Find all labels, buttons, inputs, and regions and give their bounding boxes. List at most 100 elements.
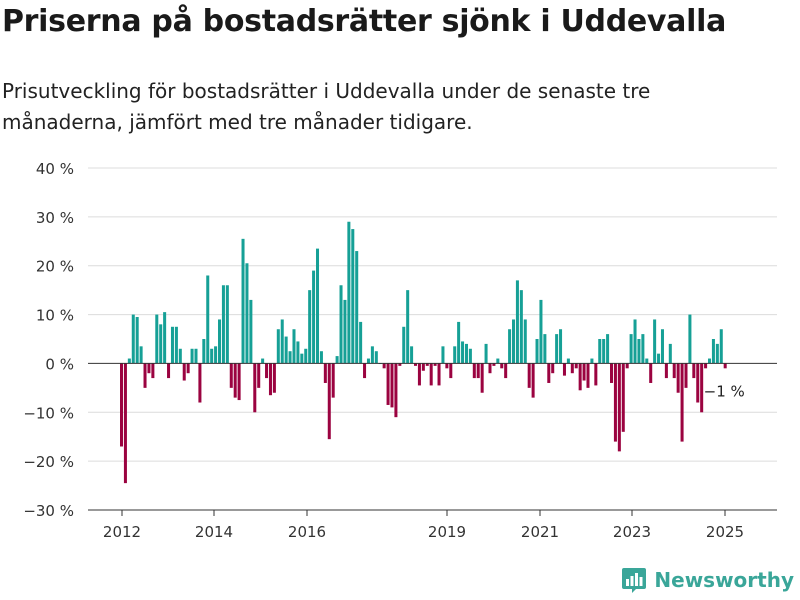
brand-name: Newsworthy (654, 568, 794, 592)
bar (688, 314, 692, 364)
x-tick-label: 2016 (288, 523, 326, 541)
bar (123, 363, 127, 484)
y-tick-label: 10 % (36, 307, 74, 325)
bar (645, 358, 649, 364)
bar (613, 363, 617, 442)
bar (120, 363, 124, 447)
bar (296, 341, 300, 364)
y-tick-label: −10 % (23, 404, 74, 422)
bar (649, 363, 653, 383)
bar (374, 351, 378, 364)
bar (637, 339, 641, 364)
bar (633, 319, 637, 364)
bar (598, 339, 602, 364)
bar (441, 346, 445, 364)
bar (719, 329, 723, 364)
bar (504, 363, 508, 379)
last-value-label: −1 % (704, 382, 745, 400)
bar (472, 363, 476, 379)
bar (276, 329, 280, 364)
bar (163, 312, 167, 364)
bar (582, 363, 586, 381)
bar (406, 290, 410, 364)
bar (182, 363, 186, 381)
bar (657, 353, 661, 364)
x-tick-label: 2019 (428, 523, 466, 541)
bar (664, 363, 668, 379)
bar (559, 329, 563, 364)
bar (272, 363, 276, 393)
bar (480, 363, 484, 393)
bar (386, 363, 390, 405)
bar (304, 348, 308, 364)
bar (331, 363, 335, 398)
y-tick-label: 30 % (36, 209, 74, 227)
bar (151, 363, 155, 379)
bar (265, 363, 269, 379)
bar (410, 346, 414, 364)
bar (308, 290, 312, 364)
bar (245, 263, 249, 364)
bar (700, 363, 704, 413)
bar (488, 363, 492, 374)
bar (167, 363, 171, 379)
bar (711, 339, 715, 364)
x-tick-label: 2012 (103, 523, 141, 541)
bar (547, 363, 551, 383)
bar (570, 363, 574, 374)
bar (464, 343, 468, 364)
bar (370, 346, 374, 364)
bar (562, 363, 566, 376)
bar (131, 314, 135, 364)
bar (433, 363, 437, 366)
bar (316, 248, 320, 364)
bar (468, 348, 472, 364)
bar (190, 348, 194, 364)
brand: Newsworthy (621, 565, 794, 595)
bar (343, 299, 347, 364)
bar (221, 285, 225, 364)
bar (127, 358, 131, 364)
bar (198, 363, 202, 403)
bar (500, 363, 504, 369)
bar (229, 363, 233, 388)
bar (578, 363, 582, 391)
bar (602, 339, 606, 364)
bar (539, 299, 543, 364)
bar (421, 363, 425, 371)
bar (610, 363, 614, 383)
bar (139, 346, 143, 364)
bar (676, 363, 680, 393)
y-tick-label: 40 % (36, 160, 74, 178)
bar (261, 358, 265, 364)
bar (508, 329, 512, 364)
bar (461, 341, 465, 364)
bar (492, 363, 496, 366)
bar (218, 319, 222, 364)
bar (280, 319, 284, 364)
bar (390, 363, 394, 408)
bar (288, 351, 292, 364)
bar (692, 363, 696, 379)
bar (335, 356, 339, 364)
bar (606, 334, 610, 364)
bar (327, 363, 331, 440)
bar (300, 353, 304, 364)
x-tick-label: 2021 (521, 523, 559, 541)
bar (155, 314, 159, 364)
x-tick-label: 2023 (613, 523, 651, 541)
bar (484, 343, 488, 364)
bar (214, 346, 218, 364)
y-tick-label: −30 % (23, 502, 74, 520)
bar (641, 334, 645, 364)
bar (186, 363, 190, 374)
bar (512, 319, 516, 364)
bar (625, 363, 629, 369)
bar (417, 363, 421, 386)
chart-subtitle: Prisutveckling för bostadsrätter i Uddev… (2, 79, 651, 134)
bar (351, 229, 355, 364)
bar (617, 363, 621, 452)
bar (147, 363, 151, 374)
bar (653, 319, 657, 364)
